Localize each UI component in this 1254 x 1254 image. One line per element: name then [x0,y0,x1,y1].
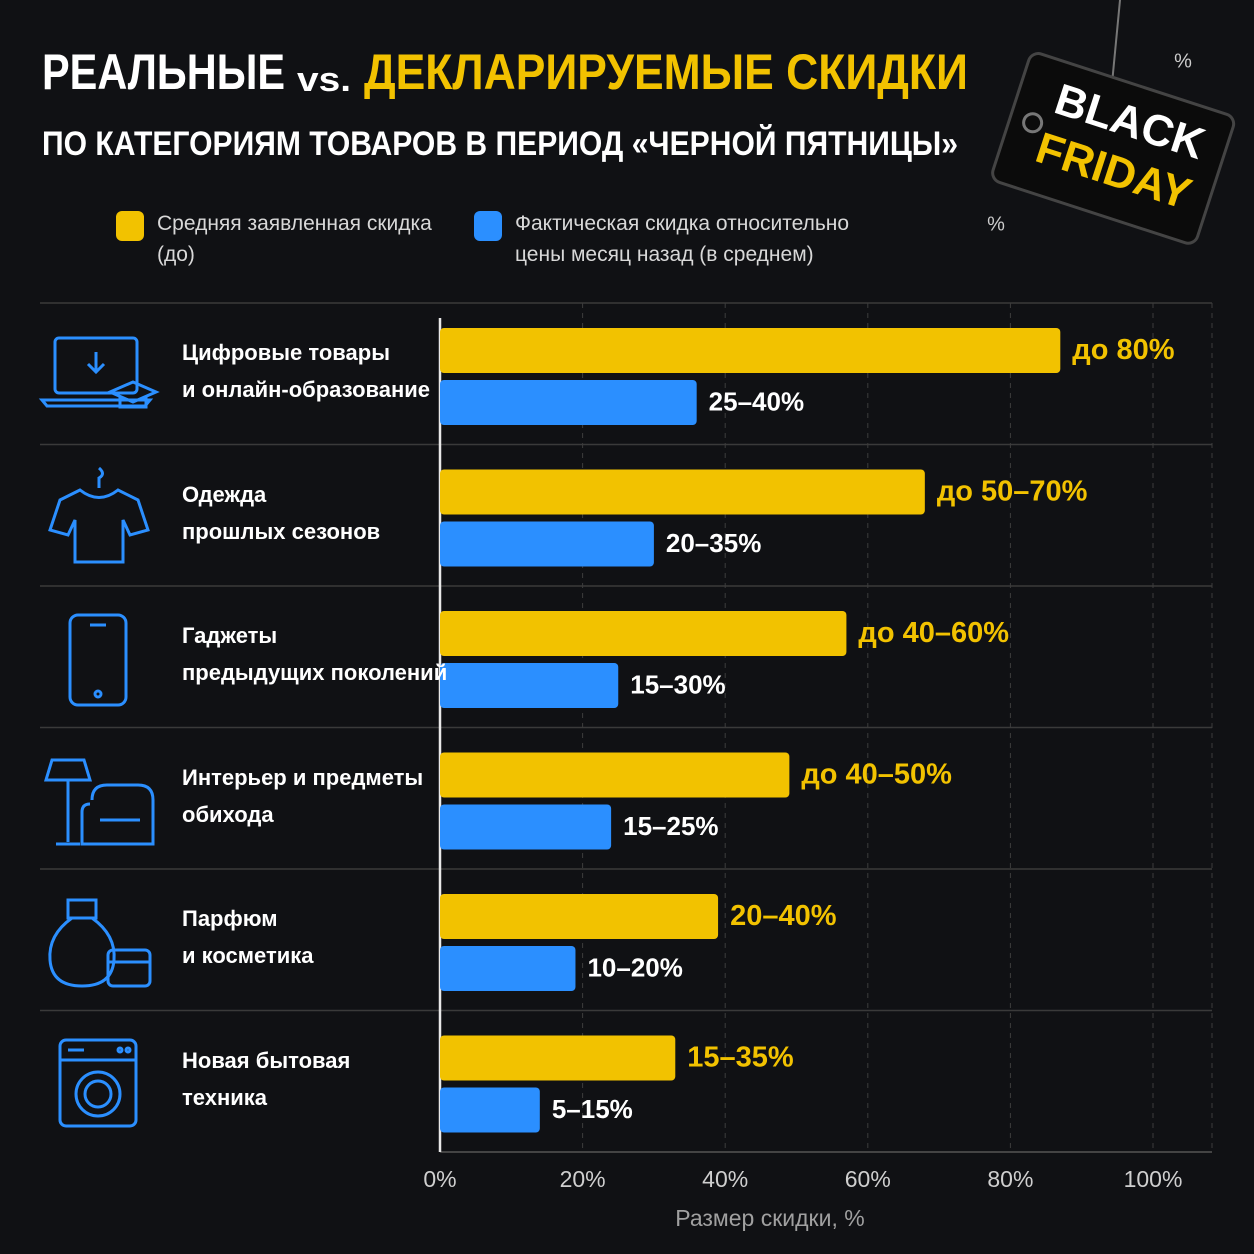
icon-laptop [38,336,160,409]
legend-swatch [474,211,502,241]
bar [440,611,847,656]
bar [440,804,612,850]
icons [38,336,160,1128]
icon-phone [68,613,128,707]
x-tick-label: 20% [560,1166,606,1192]
legend-label: Фактическая скидка относительно цены мес… [515,212,850,266]
bar [440,752,790,798]
category-label: Новая бытовая техника [182,1047,351,1110]
x-tick-label: 60% [845,1166,891,1192]
bar-label: до 40–50% [801,759,952,791]
category-label: Гаджеты предыдущих поколений [182,623,448,685]
category-label: Цифровые товары и онлайн-образование [182,340,431,402]
bar-label: до 40–60% [858,617,1009,649]
x-tick-label: 100% [1124,1166,1183,1192]
badge: BLACK FRIDAY [991,0,1236,245]
title-part: vs. [297,61,351,99]
badge-mark: % [1174,50,1192,72]
bar [440,1035,676,1081]
icon-interior [43,758,155,846]
bar [440,946,576,991]
bar-label: 15–35% [687,1042,794,1074]
category-label: Одежда прошлых сезонов [182,481,381,544]
icon-perfume [48,898,152,988]
bar [440,469,925,515]
bar [440,894,719,939]
x-tick-label: 0% [423,1166,456,1192]
bar [440,663,619,708]
bar [440,521,654,567]
icon-shirt [48,466,150,564]
bar-label: 10–20% [587,952,682,982]
category-label: Парфюм и косметика [182,906,314,968]
bar-label: 20–40% [730,900,837,932]
bar-label: 20–35% [666,528,761,558]
bar [440,328,1061,373]
bar [440,1087,540,1133]
x-tick-label: 80% [987,1166,1033,1192]
subtitle: ПО КАТЕГОРИЯМ ТОВАРОВ В ПЕРИОД «ЧЕРНОЙ П… [42,124,958,163]
bar [440,380,697,425]
bar-label: до 80% [1072,334,1174,366]
x-axis-label: Размер скидки, % [675,1205,864,1231]
badge-mark: % [987,213,1005,235]
bar-label: 15–25% [623,811,718,841]
x-tick-label: 40% [702,1166,748,1192]
bar-label: до 50–70% [937,476,1088,508]
icon-washer [58,1038,138,1128]
bar-label: 25–40% [709,386,804,416]
bar-label: 15–30% [630,669,725,699]
bar-label: 5–15% [552,1094,633,1124]
title-part: РЕАЛЬНЫЕ [42,44,285,100]
legend-swatch [116,211,144,241]
title-part: ДЕКЛАРИРУЕМЫЕ СКИДКИ [364,44,968,100]
legend-label: Средняя заявленная скидка (до) [157,212,432,266]
category-label: Интерьер и предметы обихода [182,764,424,827]
